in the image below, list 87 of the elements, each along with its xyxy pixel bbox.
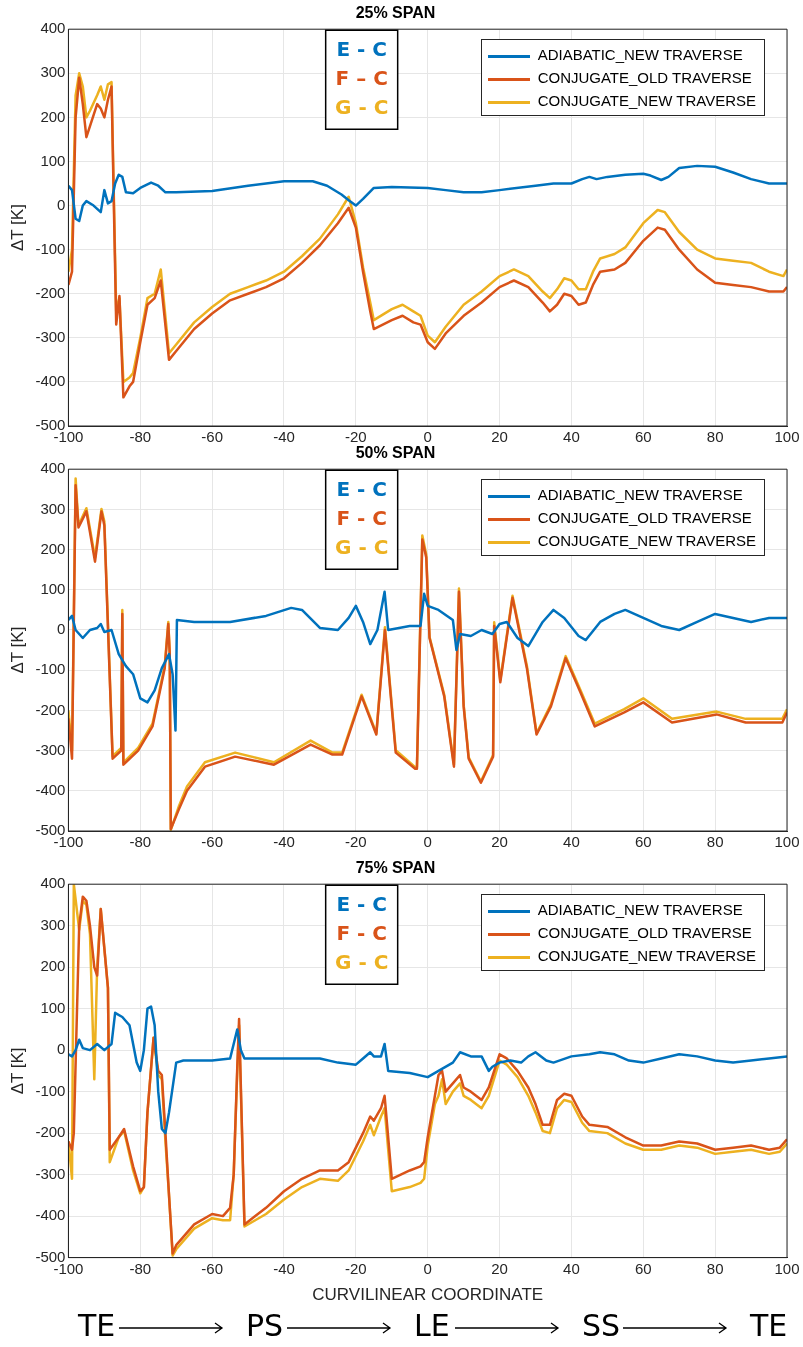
chart-title: 50% SPAN [355, 444, 436, 462]
y-tick-label: -300 [35, 740, 66, 758]
y-tick-label: -300 [35, 1164, 66, 1182]
x-tick-label: 0 [423, 428, 432, 446]
annotation: G - C [335, 94, 389, 119]
x-tick-label: -80 [129, 428, 152, 446]
y-tick-label: -100 [35, 1081, 66, 1099]
legend-label: ADIABATIC_NEW TRAVERSE [537, 486, 743, 504]
text: PS [246, 1308, 284, 1343]
y-tick-label: -400 [35, 1206, 66, 1224]
y-tick-label: 400 [40, 19, 66, 37]
x-tick-label: -60 [201, 1259, 223, 1277]
y-tick-label: -400 [35, 780, 66, 798]
x-tick-label: 80 [706, 833, 724, 851]
y-tick-label: -400 [35, 372, 66, 390]
legend-label: CONJUGATE_NEW TRAVERSE [537, 532, 756, 550]
x-axis-title: CURVILINEAR COORDINATE [312, 1285, 544, 1305]
legend-label: CONJUGATE_OLD TRAVERSE [537, 69, 752, 87]
y-tick-label: 400 [40, 874, 66, 892]
text: TE [750, 1308, 788, 1343]
x-tick-label: 0 [423, 1259, 432, 1277]
annotation: G - C [335, 949, 389, 974]
x-tick-label: -40 [273, 428, 295, 446]
y-tick-label: 0 [57, 1040, 66, 1058]
legend-label: CONJUGATE_OLD TRAVERSE [537, 509, 752, 527]
y-axis-title: ΔT [K] [7, 626, 27, 674]
x-tick-label: 60 [634, 1259, 652, 1277]
annotation: E - C [336, 36, 387, 61]
x-tick-label: -20 [345, 428, 367, 446]
x-tick-label: 60 [634, 428, 652, 446]
x-tick-label: -40 [273, 833, 295, 851]
y-tick-label: 100 [40, 998, 66, 1016]
y-tick-label: -200 [35, 1123, 66, 1141]
y-tick-label: 200 [40, 539, 66, 557]
y-tick-label: 200 [40, 957, 66, 975]
y-tick-label: 100 [40, 579, 66, 597]
x-tick-label: 100 [774, 428, 800, 446]
x-tick-label: 40 [563, 1259, 580, 1277]
x-tick-label: 20 [491, 428, 508, 446]
y-tick-label: 200 [40, 107, 66, 125]
x-tick-label: -20 [345, 833, 367, 851]
x-tick-label: 80 [706, 428, 724, 446]
text: LE [414, 1308, 450, 1343]
legend-label: CONJUGATE_NEW TRAVERSE [537, 92, 756, 110]
x-tick-label: -60 [201, 428, 223, 446]
x-tick-label: 40 [563, 833, 580, 851]
chart-title: 75% SPAN [355, 859, 436, 877]
x-tick-label: 80 [706, 1259, 724, 1277]
x-tick-label: -60 [201, 833, 223, 851]
x-tick-label: -80 [129, 1259, 152, 1277]
y-tick-label: 300 [40, 499, 66, 517]
legend-label: ADIABATIC_NEW TRAVERSE [537, 901, 743, 919]
x-tick-label: -20 [345, 1259, 367, 1277]
y-tick-label: 300 [40, 915, 66, 933]
y-tick-label: -200 [35, 700, 66, 718]
y-tick-label: -300 [35, 327, 66, 345]
legend-label: CONJUGATE_OLD TRAVERSE [537, 924, 752, 942]
x-tick-label: 20 [491, 1259, 508, 1277]
x-tick-label: 100 [774, 833, 800, 851]
x-tick-label: -80 [129, 833, 152, 851]
annotation: E - C [336, 891, 387, 916]
legend-label: CONJUGATE_NEW TRAVERSE [537, 947, 756, 965]
y-tick-label: -200 [35, 283, 66, 301]
y-tick-label: 0 [57, 620, 66, 638]
x-tick-label: 100 [774, 1259, 800, 1277]
annotation: F - C [336, 920, 387, 945]
x-tick-label: 20 [491, 833, 508, 851]
y-tick-label: -100 [35, 239, 66, 257]
annotation: F – C [335, 65, 388, 90]
text: SS [582, 1308, 621, 1343]
annotation: F - C [336, 505, 387, 530]
x-tick-label: -40 [273, 1259, 295, 1277]
annotation: G - C [335, 534, 389, 559]
y-axis-title: ΔT [K] [7, 204, 27, 252]
text: TE [78, 1308, 116, 1343]
x-tick-label: 0 [423, 833, 432, 851]
y-tick-label: 400 [40, 459, 66, 477]
legend-label: ADIABATIC_NEW TRAVERSE [537, 46, 743, 64]
y-tick-label: 300 [40, 63, 66, 81]
y-tick-label: 100 [40, 151, 66, 169]
y-axis-title: ΔT [K] [7, 1047, 27, 1095]
annotation: E - C [336, 476, 387, 501]
x-tick-label: 60 [634, 833, 652, 851]
y-tick-label: -100 [35, 660, 66, 678]
x-tick-label: 40 [563, 428, 580, 446]
chart-title: 25% SPAN [355, 4, 436, 22]
y-tick-label: 0 [57, 195, 66, 213]
